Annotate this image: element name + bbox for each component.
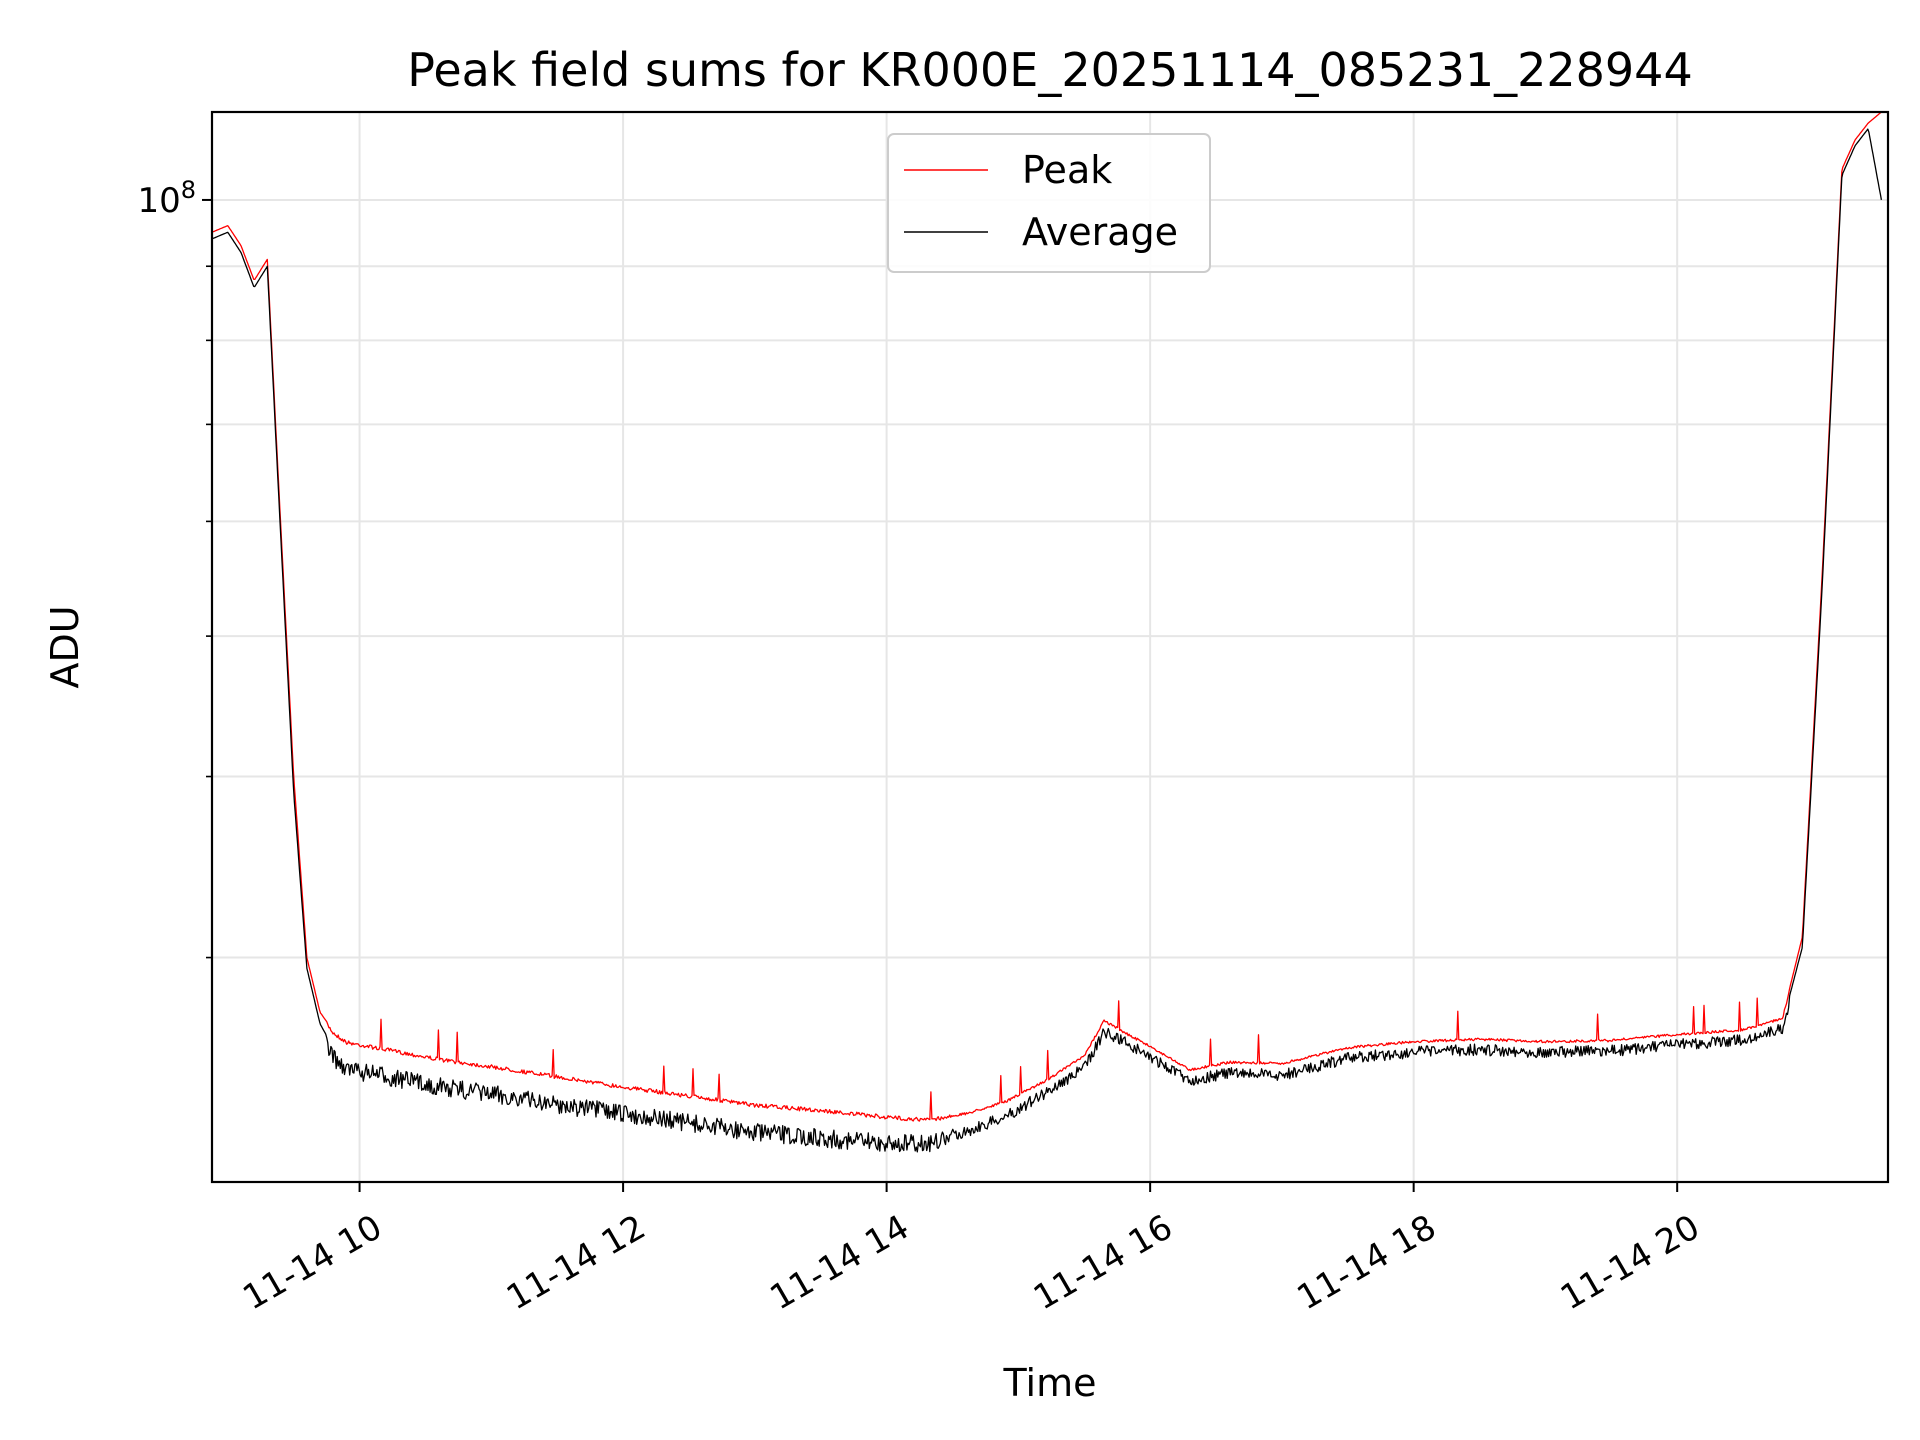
chart-title: Peak field sums for KR000E_20251114_0852…	[407, 43, 1692, 97]
x-axis-label: Time	[1003, 1361, 1097, 1405]
y-axis-label: ADU	[43, 605, 87, 688]
series-average-line	[211, 128, 1883, 1153]
y-tick-label: 108	[137, 176, 196, 221]
legend-peak-label: Peak	[1022, 148, 1112, 192]
y-tick-base: 10	[137, 181, 180, 221]
legend-box	[887, 133, 1211, 273]
legend: Peak Average	[887, 133, 1211, 273]
y-tick-exponent: 8	[181, 176, 196, 204]
series-peak-line	[211, 111, 1882, 1122]
legend-average-label: Average	[1022, 210, 1178, 254]
plot-frame	[210, 110, 1890, 1184]
series-layer	[211, 111, 1883, 1153]
